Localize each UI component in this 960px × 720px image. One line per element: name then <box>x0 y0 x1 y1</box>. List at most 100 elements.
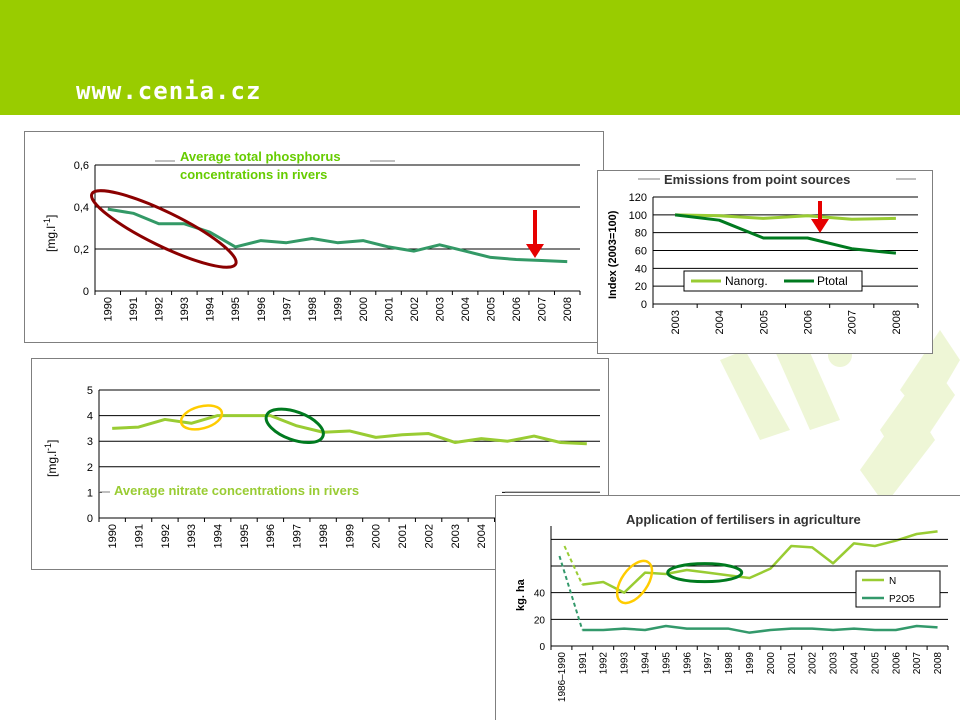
phosphorus-y-tick-label: 0,2 <box>74 244 89 256</box>
nitrate-y-tick-label: 2 <box>87 462 93 474</box>
nitrate-x-tick-label: 1992 <box>160 524 172 548</box>
phosphorus-x-tick-label: 2000 <box>358 297 370 321</box>
emissions-x-tick-label: 2005 <box>758 310 770 334</box>
emissions-legend-box <box>683 270 863 292</box>
phosphorus-x-tick-label: 1991 <box>128 297 140 321</box>
fertilisers-x-tick-label: 2006 <box>891 652 902 675</box>
phosphorus-x-tick-label: 2007 <box>537 297 549 321</box>
nitrate-x-tick-label: 1990 <box>107 524 119 548</box>
phosphorus-x-tick-label: 2002 <box>409 297 421 321</box>
phosphorus-chart: 0 0,2 0,4 0,6 1990 1991 1992 1993 1994 1995 1996 19… <box>42 160 581 321</box>
nitrate-x-tick-label: 1995 <box>239 524 251 548</box>
nitrate-y-tick-label: 5 <box>87 385 93 397</box>
fertilisers-y-tick-label: 0 <box>539 642 545 653</box>
nitrate-x-tick-label: 2000 <box>371 524 383 548</box>
phosphorus-x-tick-label: 2008 <box>562 297 574 321</box>
fertilisers-x-tick-label: 1993 <box>620 652 631 675</box>
phosphorus-x-tick-label: 2003 <box>434 297 446 321</box>
site-url[interactable]: www.cenia.cz <box>76 77 262 105</box>
nitrate-y-tick-label: 1 <box>87 487 93 499</box>
nitrate-x-tick-label: 1996 <box>265 524 277 548</box>
nitrate-x-tick-label: 1991 <box>133 524 145 548</box>
emissions-x-tick-label: 2004 <box>714 310 726 334</box>
emissions-series-0-line <box>675 213 896 221</box>
fertilisers-x-tick-label: 1999 <box>745 652 756 675</box>
phosphorus-x-tick-label: 1997 <box>281 297 293 321</box>
nitrate-x-tick-label: 1997 <box>292 524 304 548</box>
fertilisers-x-tick-label: 2007 <box>912 652 923 675</box>
nitrate-y-tick-label: 4 <box>87 411 93 423</box>
nitrate-y-axis-label: [mg.l-1] <box>43 440 59 477</box>
phosphorus-x-tick-label: 1995 <box>230 297 242 321</box>
fertilisers-x-tick-label: 2004 <box>849 652 860 675</box>
phosphorus-x-tick-label: 1990 <box>103 297 115 321</box>
phosphorus-x-tick-label: 2006 <box>511 297 523 321</box>
fertilisers-legend-label-p2o5: P2O5 <box>889 594 915 605</box>
phosphorus-x-tick-label: 2004 <box>460 297 472 321</box>
header-banner <box>0 0 960 115</box>
nitrate-x-tick-label: 1998 <box>318 524 330 548</box>
phosphorus-chart-panel: 0 0,2 0,4 0,6 1990 1991 1992 1993 1994 1995 1996 19… <box>24 131 604 343</box>
phosphorus-x-tick-label: 2005 <box>486 297 498 321</box>
fertilisers-x-tick-label: 1994 <box>641 652 652 675</box>
fertilisers-x-tick-label: 1995 <box>661 652 672 675</box>
fertilisers-highlight-ellipse-yellow <box>615 559 654 605</box>
phosphorus-x-tick-label: 1993 <box>179 297 191 321</box>
nitrate-y-tick-label: 3 <box>87 436 93 448</box>
phosphorus-title-line-2: concentrations in rivers <box>180 167 328 182</box>
fertilisers-x-tick-label: 2000 <box>766 652 777 675</box>
emissions-red-arrow-head <box>811 219 829 233</box>
nitrate-title-backing <box>102 483 502 499</box>
fertilisers-series-0-line <box>582 530 938 594</box>
fertilisers-x-tick-label: 1992 <box>599 652 610 675</box>
fertilisers-legend-label-n: N <box>889 576 896 587</box>
fertilisers-x-tick-label: 2005 <box>870 652 881 675</box>
fertilisers-x-tick-label: 2003 <box>829 652 840 675</box>
phosphorus-chart-title: Average total phosphorus concentrations … <box>180 148 341 184</box>
fertilisers-highlight-ellipse-green <box>666 562 744 584</box>
emissions-y-tick-label: 100 <box>629 210 647 222</box>
nitrate-x-tick-label: 2002 <box>423 524 435 548</box>
emissions-x-tick-label: 2008 <box>891 310 903 334</box>
fertilisers-y-axis-label: kg. ha <box>515 578 527 611</box>
phosphorus-title-line-1: Average total phosphorus <box>180 149 341 164</box>
fertilisers-x-tick-label: 1986–1990 <box>557 652 568 702</box>
fertilisers-y-tick-label: 20 <box>534 615 546 626</box>
nitrate-x-tick-label: 1999 <box>344 524 356 548</box>
fertilisers-x-tick-label: 1998 <box>724 652 735 675</box>
nitrate-x-tick-label: 2003 <box>450 524 462 548</box>
emissions-x-tick-label: 2006 <box>802 310 814 334</box>
nitrate-x-tick-label: 1993 <box>186 524 198 548</box>
phosphorus-x-tick-label: 1996 <box>256 297 268 321</box>
emissions-y-tick-label: 0 <box>641 299 647 311</box>
fertilisers-x-tick-label: 1991 <box>578 652 589 675</box>
fertilisers-x-tick-label: 2001 <box>787 652 798 675</box>
fertilisers-x-tick-label: 2002 <box>808 652 819 675</box>
nitrate-x-tick-label: 2004 <box>476 524 488 548</box>
phosphorus-y-tick-label: 0,4 <box>74 202 89 214</box>
fertilisers-n-dashed-link <box>563 545 584 586</box>
phosphorus-x-tick-label: 1998 <box>307 297 319 321</box>
fertilisers-chart-panel: 0 20 40 1986–1990 1991 1992 1993 1994 1995 1996 19… <box>495 495 960 720</box>
emissions-legend-label-ptotal: Ptotal <box>817 274 848 288</box>
phosphorus-red-arrow-head <box>526 244 544 258</box>
emissions-y-tick-label: 20 <box>635 281 647 293</box>
nitrate-y-tick-label: 0 <box>87 513 93 525</box>
emissions-y-tick-label: 40 <box>635 263 647 275</box>
fertilisers-chart-title: Application of fertilisers in agricultur… <box>626 512 861 527</box>
emissions-x-tick-label: 2007 <box>847 310 859 334</box>
emissions-y-tick-label: 80 <box>635 228 647 240</box>
emissions-y-tick-label: 120 <box>629 192 647 204</box>
nitrate-x-tick-label: 1994 <box>213 524 225 548</box>
phosphorus-series-0-line <box>107 207 568 264</box>
nitrate-x-tick-label: 2001 <box>397 524 409 548</box>
phosphorus-x-tick-label: 1992 <box>154 297 166 321</box>
fertilisers-p2o5-dashed-link <box>558 555 584 631</box>
emissions-chart-title: Emissions from point sources <box>664 172 851 187</box>
nitrate-chart-title: Average nitrate concentrations in rivers <box>114 483 360 498</box>
emissions-x-tick-label: 2003 <box>670 310 682 334</box>
nitrate-series-0-line <box>112 414 587 446</box>
emissions-series-1-line <box>674 213 897 255</box>
emissions-chart-panel: 0 20 40 60 80 100 120 2003 2004 2005 2006 2007 2008 I… <box>597 170 933 354</box>
